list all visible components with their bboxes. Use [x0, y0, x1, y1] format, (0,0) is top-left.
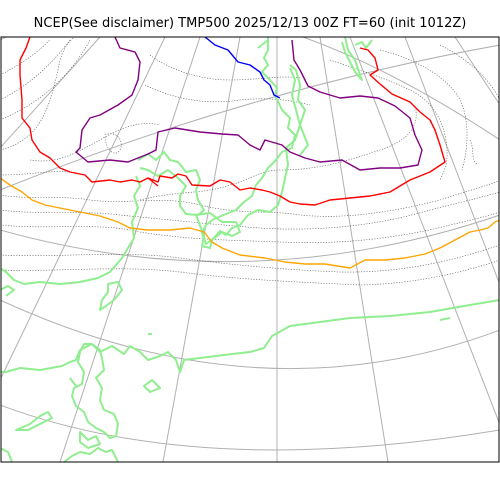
map-frame	[0, 36, 500, 463]
coastline-south	[69, 377, 77, 387]
meridian-line	[1, 37, 101, 148]
isotherm-line	[1, 39, 91, 120]
isotherm-line	[379, 49, 468, 171]
coastline-south	[71, 343, 119, 439]
major-contours	[1, 37, 499, 269]
parallel-line	[1, 214, 499, 263]
isotherm-line	[1, 180, 499, 217]
meridian-line	[1, 37, 166, 380]
contour-blue	[204, 37, 281, 99]
isotherm-line	[1, 37, 76, 151]
coastline-north	[201, 37, 301, 245]
isotherm-line	[139, 104, 417, 201]
meridian-line	[404, 37, 499, 284]
coastline-north	[341, 37, 363, 81]
coastline-south	[1, 299, 499, 373]
graticule-meridians	[1, 37, 499, 462]
map-title: NCEP(See disclaimer) TMP500 2025/12/13 0…	[33, 16, 467, 31]
isotherm-line	[149, 54, 301, 81]
isotherm-line	[1, 171, 71, 176]
isotherms-minor	[1, 37, 499, 286]
coastline-mid	[1, 175, 141, 285]
isotherm-line	[1, 39, 51, 75]
coastline-mid	[137, 151, 205, 216]
isotherm-line	[1, 39, 71, 100]
contour-red	[147, 177, 159, 187]
coastline-north	[257, 39, 269, 49]
parallel-line	[1, 44, 499, 191]
parallel-line	[1, 37, 499, 140]
meridian-line	[349, 37, 499, 424]
coastlines	[1, 37, 499, 462]
meridian-line	[454, 37, 499, 105]
isotherm-line	[329, 59, 448, 181]
coastline-east	[439, 317, 451, 321]
isotherm-line	[1, 245, 499, 273]
isotherm-line	[1, 191, 499, 230]
coastline-south	[15, 411, 53, 431]
isotherm-line	[1, 260, 499, 286]
coastline-north	[354, 39, 373, 49]
isotherm-line	[29, 123, 161, 162]
meridian-line	[162, 37, 241, 462]
coastline-mid	[99, 281, 123, 311]
contour-purple	[75, 37, 423, 171]
graticule-parallels	[1, 37, 499, 451]
meridian-line	[59, 37, 201, 462]
contour-orange	[1, 177, 499, 269]
isotherm-line	[144, 84, 311, 106]
coastline-mid	[195, 212, 241, 249]
meridian-line	[319, 37, 389, 462]
coastline-south	[63, 447, 119, 462]
isotherm-line	[439, 44, 499, 99]
coastline-south	[143, 379, 161, 393]
parallel-line	[1, 404, 499, 451]
coastline-mid	[1, 285, 15, 297]
coastline-south	[1, 447, 13, 462]
contour-red	[19, 37, 446, 206]
parallel-line	[1, 299, 499, 370]
coastline-south	[79, 431, 101, 449]
isotherm-line	[104, 133, 122, 154]
coastline-north	[289, 64, 309, 156]
isotherm-line	[469, 139, 479, 166]
isotherm-line	[1, 212, 499, 243]
